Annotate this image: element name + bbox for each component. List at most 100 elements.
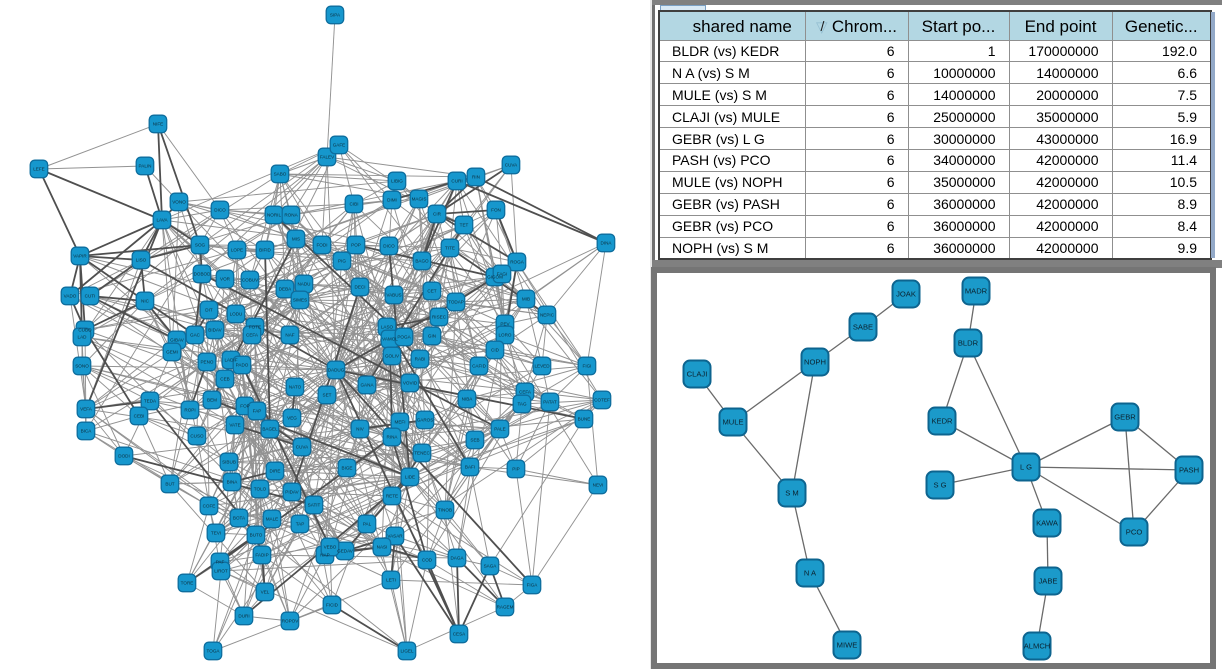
svg-text:CUVA: CUVA — [505, 163, 518, 168]
svg-text:NIFE: NIFE — [153, 122, 163, 127]
svg-text:LAVA: LAVA — [156, 218, 168, 223]
svg-text:N A: N A — [804, 569, 817, 578]
svg-text:DINA: DINA — [601, 241, 613, 246]
svg-text:VEBO: VEBO — [324, 545, 337, 550]
svg-text:DEBA: DEBA — [279, 287, 292, 292]
svg-text:CUSO: CUSO — [190, 434, 204, 439]
svg-text:PASH: PASH — [1179, 466, 1199, 475]
svg-text:LIGEL: LIGEL — [400, 649, 413, 654]
svg-text:SABO: SABO — [274, 172, 287, 177]
svg-text:GAFE: GAFE — [333, 143, 346, 148]
svg-text:COD: COD — [422, 558, 433, 563]
svg-text:LADIF: LADIF — [224, 358, 237, 363]
svg-text:FICID: FICID — [326, 603, 339, 608]
svg-text:NIC: NIC — [141, 299, 150, 304]
svg-text:GAC: GAC — [190, 333, 201, 338]
svg-text:PALE: PALE — [494, 427, 505, 432]
svg-text:GOLIV: GOLIV — [385, 354, 400, 359]
svg-text:DODI: DODI — [118, 454, 129, 459]
svg-text:BINA: BINA — [227, 480, 239, 485]
svg-text:DOBOD: DOBOD — [194, 272, 212, 277]
svg-text:LAD: LAD — [78, 335, 88, 340]
svg-text:NAP: NAP — [320, 553, 329, 558]
svg-text:BAGO: BAGO — [415, 259, 429, 264]
svg-text:MULE: MULE — [722, 418, 743, 427]
svg-text:FALEV: FALEV — [320, 155, 335, 160]
svg-text:FAP: FAP — [253, 409, 262, 414]
svg-text:PIDAV: PIDAV — [285, 490, 299, 495]
svg-text:FIGI: FIGI — [583, 364, 592, 369]
svg-text:COBUV: COBUV — [242, 278, 259, 283]
svg-text:FOTE: FOTE — [249, 325, 261, 330]
svg-text:FAGI: FAGI — [497, 272, 507, 277]
svg-text:FADIP: FADIP — [255, 553, 268, 558]
svg-text:TINOB: TINOB — [438, 508, 452, 513]
svg-text:SOG: SOG — [195, 243, 206, 248]
svg-text:SET: SET — [323, 393, 332, 398]
svg-text:GEBR: GEBR — [1114, 413, 1136, 422]
svg-text:MIB: MIB — [522, 297, 530, 302]
svg-text:ALMCH: ALMCH — [1024, 642, 1051, 651]
svg-text:VOVID: VOVID — [403, 381, 418, 386]
svg-text:RABI: RABI — [415, 357, 426, 362]
svg-text:CEFA: CEFA — [246, 333, 259, 338]
svg-text:DIMI: DIMI — [387, 198, 397, 203]
svg-text:SATIT: SATIT — [308, 503, 321, 508]
svg-text:LASO: LASO — [381, 325, 394, 330]
svg-text:BICA: BICA — [81, 429, 93, 434]
svg-text:MALE: MALE — [266, 517, 279, 522]
svg-text:RETE: RETE — [386, 494, 398, 499]
svg-text:DADUG: DADUG — [328, 368, 345, 373]
svg-text:VEG: VEG — [287, 416, 297, 421]
svg-text:MIWE: MIWE — [837, 641, 858, 650]
svg-text:ROPI: ROPI — [184, 408, 195, 413]
svg-text:GANA: GANA — [360, 383, 374, 388]
svg-text:VEL: VEL — [261, 590, 270, 595]
svg-text:L G: L G — [1020, 463, 1032, 472]
svg-text:LIDE: LIDE — [405, 475, 415, 480]
svg-text:LEFE: LEFE — [33, 167, 45, 172]
svg-text:LIROT: LIROT — [214, 569, 228, 574]
svg-text:VASAR: VASAR — [387, 534, 403, 539]
svg-text:CAFID: CAFID — [472, 364, 486, 369]
svg-text:TORE: TORE — [181, 581, 194, 586]
svg-text:FIGA: FIGA — [527, 583, 539, 588]
svg-text:DIRE: DIRE — [270, 469, 281, 474]
svg-text:MAGIS: MAGIS — [412, 197, 427, 202]
svg-text:COFE: COFE — [203, 504, 216, 509]
svg-text:CID: CID — [491, 348, 500, 353]
svg-text:VADO: VADO — [64, 294, 77, 299]
svg-text:BEM: BEM — [207, 398, 217, 403]
svg-text:TOGA: TOGA — [207, 649, 221, 654]
svg-text:PAL: PAL — [363, 522, 372, 527]
svg-text:BIGE: BIGE — [342, 466, 353, 471]
svg-text:VOR: VOR — [220, 277, 231, 282]
svg-text:PADO: PADO — [236, 363, 249, 368]
svg-text:CUVA: CUVA — [296, 445, 309, 450]
svg-text:BIDAV: BIDAV — [208, 328, 222, 333]
svg-text:JABE: JABE — [1039, 577, 1058, 586]
svg-text:TAP: TAP — [296, 522, 305, 527]
svg-text:NEPIC: NEPIC — [540, 313, 555, 318]
svg-text:BIFID: BIFID — [259, 248, 271, 253]
svg-text:ROPOV: ROPOV — [282, 619, 300, 624]
svg-text:FODI: FODI — [317, 243, 328, 248]
svg-text:CUBO: CUBO — [78, 328, 92, 333]
svg-text:CEBI: CEBI — [134, 414, 145, 419]
svg-text:BUNE: BUNE — [578, 417, 591, 422]
svg-text:NEVI: NEVI — [593, 483, 604, 488]
svg-text:DIT: DIT — [205, 308, 213, 313]
svg-text:TAG: TAG — [517, 402, 527, 407]
svg-text:BUTO: BUTO — [250, 533, 263, 538]
svg-text:VONO: VONO — [172, 200, 186, 205]
svg-text:VAMOL: VAMOL — [382, 337, 398, 342]
svg-text:LORO: LORO — [498, 333, 511, 338]
svg-text:GAROS: GAROS — [417, 418, 434, 423]
svg-text:GIBAV: GIBAV — [170, 338, 185, 343]
svg-text:CIR: CIR — [433, 212, 442, 217]
svg-text:TENEC: TENEC — [414, 451, 430, 456]
svg-text:LEVED: LEVED — [534, 364, 550, 369]
svg-text:SAGA: SAGA — [484, 564, 498, 569]
svg-text:PCO: PCO — [1126, 528, 1143, 537]
svg-text:VABUS: VABUS — [386, 293, 401, 298]
